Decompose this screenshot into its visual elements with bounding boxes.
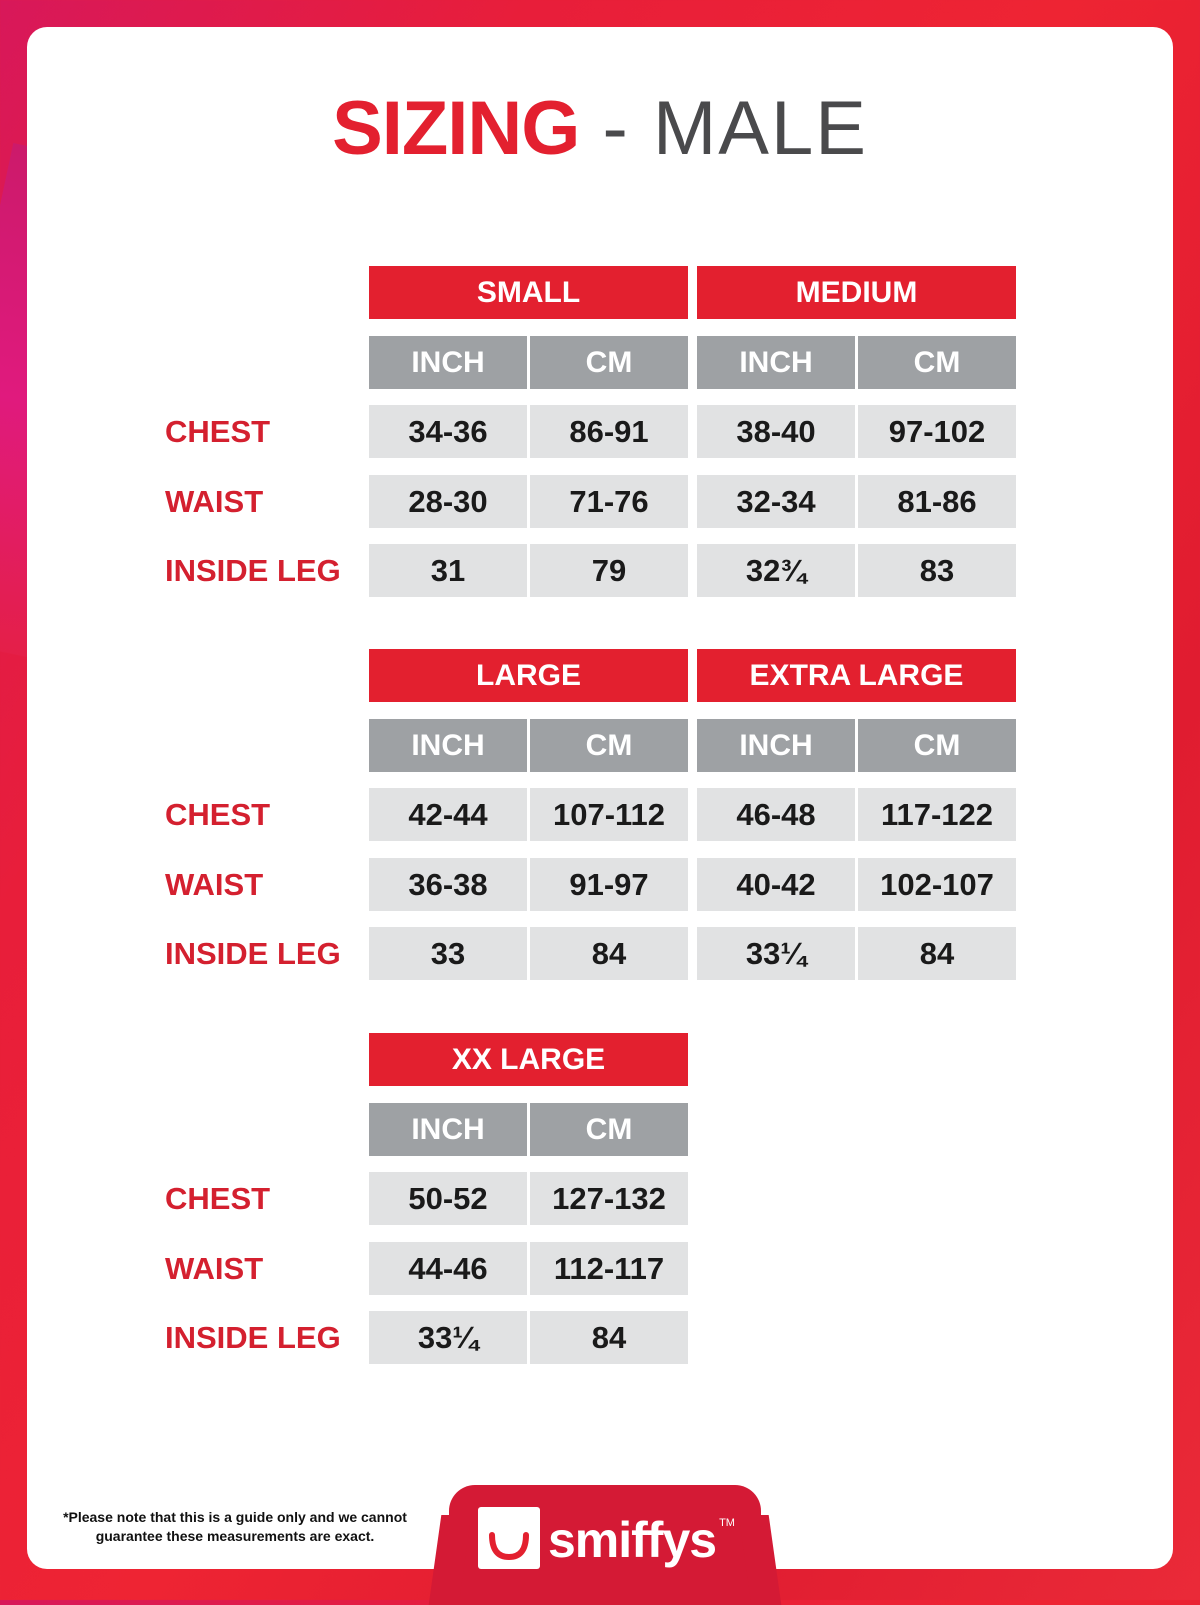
unit-header: INCH xyxy=(369,1103,527,1156)
measurement-cell: 32-34 xyxy=(697,474,855,528)
row-label: INSIDE LEG xyxy=(165,553,341,588)
size-header: XX LARGE xyxy=(369,1033,688,1086)
unit-header: CM xyxy=(530,336,688,389)
size-header: SMALL xyxy=(369,266,688,319)
smile-logo-icon xyxy=(478,1507,540,1569)
row-label: INSIDE LEG xyxy=(165,936,341,971)
unit-header: INCH xyxy=(369,719,527,772)
measurement-cell: 91-97 xyxy=(530,857,688,911)
measurement-cell: 112-117 xyxy=(530,1241,688,1295)
measurement-cell: 31 xyxy=(369,544,527,597)
title-rest: - MALE xyxy=(579,86,868,171)
size-header: LARGE xyxy=(369,649,688,702)
brand-logo: smiffys xyxy=(548,1512,717,1568)
measurement-cell: 81-86 xyxy=(858,474,1016,528)
row-label: WAIST xyxy=(165,1250,264,1286)
measurement-cell: 107-112 xyxy=(530,788,688,841)
measurement-cell: 84 xyxy=(530,1311,688,1364)
measurement-cell: 97-102 xyxy=(858,405,1016,458)
unit-header: INCH xyxy=(697,336,855,389)
unit-header: INCH xyxy=(369,336,527,389)
measurement-cell: 79 xyxy=(530,544,688,597)
page-title: SIZING - MALE xyxy=(0,84,1200,174)
note-line-2: guarantee these measurements are exact. xyxy=(95,1528,375,1544)
disclaimer-note: *Please note that this is a guide only a… xyxy=(40,1508,430,1546)
measurement-cell: 36-38 xyxy=(369,857,527,911)
measurement-cell: 50-52 xyxy=(369,1172,527,1225)
brand-logo-group: smiffys TM xyxy=(548,1508,735,1572)
note-line-1: *Please note that this is a guide only a… xyxy=(63,1509,407,1525)
measurement-cell: 83 xyxy=(858,544,1016,597)
measurement-cell: 42-44 xyxy=(369,788,527,841)
measurement-cell: 33¼ xyxy=(369,1311,527,1364)
unit-header: CM xyxy=(530,719,688,772)
row-label: CHEST xyxy=(165,797,271,832)
measurement-cell: 33 xyxy=(369,927,527,980)
row-label: CHEST xyxy=(165,414,271,449)
unit-header: CM xyxy=(530,1103,688,1156)
row-label: WAIST xyxy=(165,483,264,519)
measurement-cell: 38-40 xyxy=(697,405,855,458)
trademark: TM xyxy=(719,1517,735,1529)
row-label: INSIDE LEG xyxy=(165,1320,341,1355)
measurement-cell: 40-42 xyxy=(697,857,855,911)
size-header: MEDIUM xyxy=(697,266,1016,319)
row-label: CHEST xyxy=(165,1181,271,1216)
measurement-cell: 28-30 xyxy=(369,474,527,528)
unit-header: CM xyxy=(858,336,1016,389)
measurement-cell: 71-76 xyxy=(530,474,688,528)
measurement-cell: 127-132 xyxy=(530,1172,688,1225)
measurement-cell: 44-46 xyxy=(369,1241,527,1295)
row-label: WAIST xyxy=(165,866,264,902)
measurement-cell: 102-107 xyxy=(858,857,1016,911)
unit-header: CM xyxy=(858,719,1016,772)
measurement-cell: 84 xyxy=(530,927,688,980)
title-bold: SIZING xyxy=(332,86,580,171)
measurement-cell: 117-122 xyxy=(858,788,1016,841)
measurement-cell: 34-36 xyxy=(369,405,527,458)
measurement-cell: 86-91 xyxy=(530,405,688,458)
measurement-cell: 46-48 xyxy=(697,788,855,841)
measurement-cell: 84 xyxy=(858,927,1016,980)
unit-header: INCH xyxy=(697,719,855,772)
measurement-cell: 32¾ xyxy=(697,544,855,597)
measurement-cell: 33¼ xyxy=(697,927,855,980)
size-header: EXTRA LARGE xyxy=(697,649,1016,702)
